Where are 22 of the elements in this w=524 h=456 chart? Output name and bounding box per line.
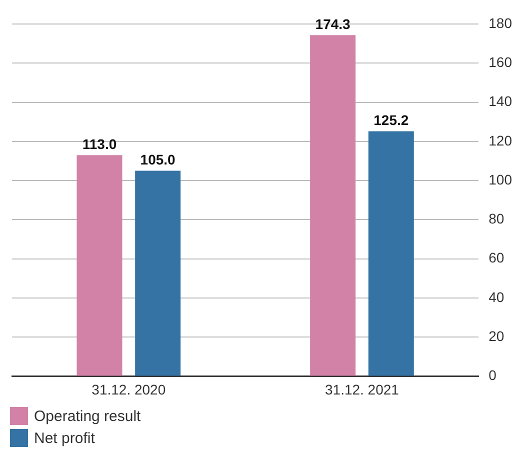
bar <box>76 155 122 376</box>
y-tick-label: 160 <box>488 54 512 70</box>
x-tick-label: 31.12. 2020 <box>92 381 166 398</box>
y-tick-label: 40 <box>488 288 504 305</box>
bar <box>135 170 181 376</box>
y-tick-label: 100 <box>488 171 512 188</box>
bar <box>310 35 356 376</box>
y-tick-label: 60 <box>488 250 504 266</box>
data-label: 113.0 <box>82 136 117 152</box>
data-label: 125.2 <box>374 112 409 128</box>
data-label: 174.3 <box>315 16 351 32</box>
y-tick-label: 180 <box>488 14 512 31</box>
y-tick-label: 0 <box>488 367 497 384</box>
x-tick-label: 31.12. 2021 <box>324 381 400 398</box>
y-tick-label: 140 <box>488 93 512 110</box>
y-tick-label: 120 <box>488 132 512 148</box>
legend-label: Net profit <box>34 430 95 446</box>
y-tick-label: 20 <box>488 328 504 344</box>
bar <box>368 131 414 376</box>
y-tick-label: 80 <box>488 210 504 227</box>
legend-label: Operating result <box>34 408 141 424</box>
data-label: 105.0 <box>140 152 176 168</box>
